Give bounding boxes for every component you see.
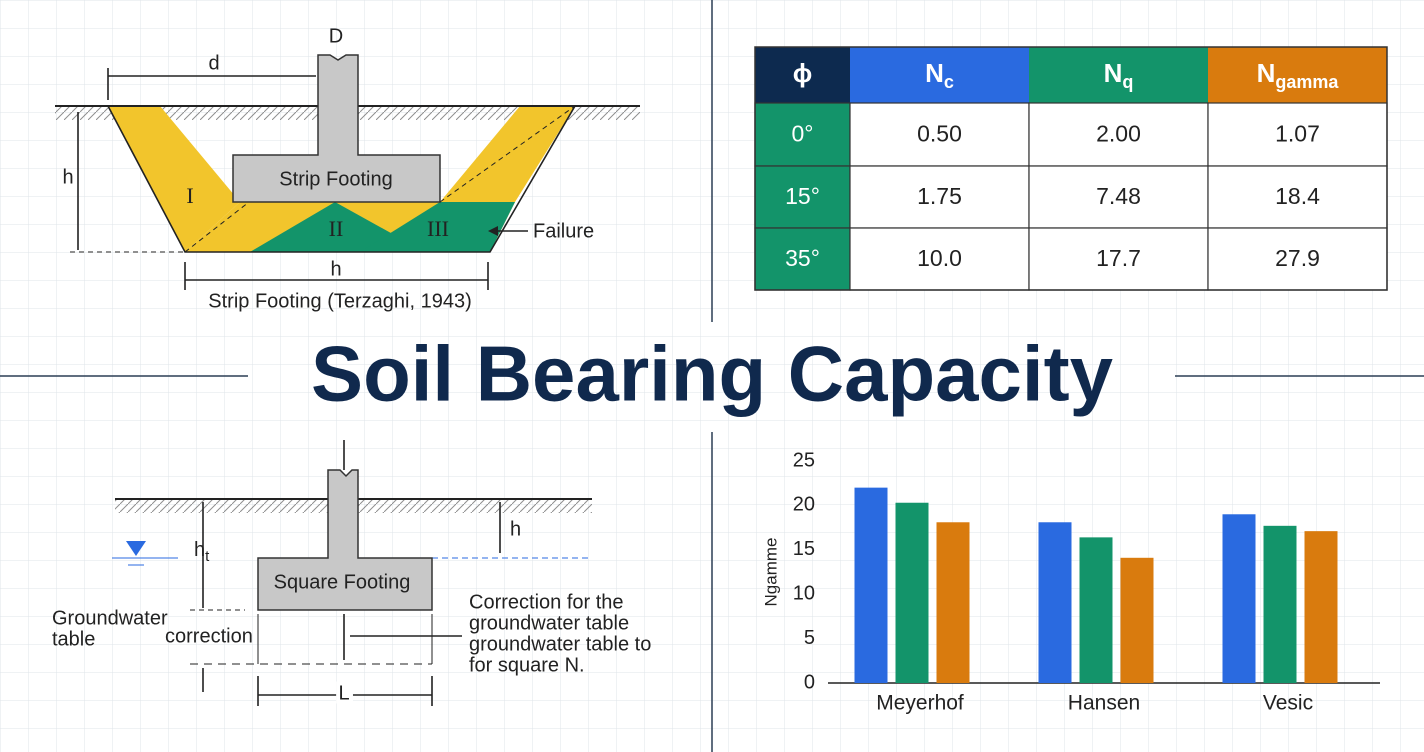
header-text: Nc <box>925 58 954 92</box>
groundwater-label: table <box>52 628 95 650</box>
base-label: h <box>330 258 341 280</box>
correction-label: correction <box>165 625 253 647</box>
square-diagram: Square Footing ht h Groundwater table co… <box>52 440 651 708</box>
bar <box>895 502 929 683</box>
header-sub: gamma <box>1275 72 1339 92</box>
cell-text: 17.7 <box>1096 245 1141 271</box>
strip-diagram: D d h Strip Footing I II III Failure h S… <box>55 25 640 312</box>
cell-text: 27.9 <box>1275 245 1320 271</box>
bar <box>1079 537 1113 683</box>
width-label: d <box>208 52 219 74</box>
cell <box>849 102 1030 167</box>
bar <box>1120 557 1154 683</box>
cell <box>849 165 1030 229</box>
bar <box>1222 514 1256 683</box>
cell-text: 0.50 <box>917 121 962 147</box>
footing-label: Square Footing <box>274 571 411 593</box>
cell-text: 18.4 <box>1275 183 1320 209</box>
note: groundwater table to <box>469 633 651 655</box>
cell <box>849 227 1030 291</box>
header-cell <box>1029 47 1208 103</box>
header-text: ϕ <box>793 58 813 88</box>
cell-text: 7.48 <box>1096 183 1141 209</box>
page-title: Soil Bearing Capacity <box>311 330 1113 418</box>
y-tick-label: 15 <box>793 538 815 560</box>
column-label: D <box>329 25 343 47</box>
header-cell <box>755 47 850 103</box>
zone-label: I <box>186 183 193 208</box>
header-base: N <box>925 58 944 88</box>
cell <box>754 165 851 229</box>
header-base: ϕ <box>793 58 813 88</box>
footing-label: Strip Footing <box>279 168 392 190</box>
depth-label: h <box>62 166 73 188</box>
bar <box>1263 525 1297 683</box>
cell-text: 35° <box>785 245 820 271</box>
header-cell <box>1208 47 1387 103</box>
cell <box>754 227 851 291</box>
cell-text: 2.00 <box>1096 121 1141 147</box>
depth-label-base: h <box>194 539 205 561</box>
width-label: L <box>338 682 349 704</box>
header-text: Ngamma <box>1257 58 1340 92</box>
caption: Strip Footing (Terzaghi, 1943) <box>208 290 471 312</box>
zone-label: II <box>329 216 344 241</box>
bar <box>1038 522 1072 683</box>
bar <box>854 487 888 683</box>
cell-text: 10.0 <box>917 245 962 271</box>
bar-chart: 0 5 10 15 20 25 Ngamme Meyerhof Hansen Vesic <box>761 449 1380 715</box>
header-sub: q <box>1122 72 1133 92</box>
depth-label-sub: t <box>205 548 210 565</box>
y-tick-label: 20 <box>793 494 815 516</box>
bar <box>936 522 970 683</box>
x-tick-label: Vesic <box>1263 692 1313 715</box>
note: groundwater table <box>469 612 629 634</box>
cell-text: 0° <box>792 121 814 147</box>
water-depth-label: h <box>510 518 521 540</box>
header-text: Nq <box>1104 58 1134 92</box>
header-sub: c <box>944 72 954 92</box>
cell <box>1028 227 1209 291</box>
y-tick-label: 0 <box>804 671 815 693</box>
cell <box>1028 165 1209 229</box>
y-tick-label: 10 <box>793 582 815 604</box>
cell-text: 15° <box>785 183 820 209</box>
cell <box>1207 227 1388 291</box>
y-tick-label: 5 <box>804 627 815 649</box>
cell-text: 1.75 <box>917 183 962 209</box>
header-base: N <box>1257 58 1276 88</box>
y-axis-label: Ngamme <box>761 538 780 607</box>
failure-label: Failure <box>533 220 594 242</box>
depth-label: ht <box>194 539 210 565</box>
note: Correction for the <box>469 591 624 613</box>
header-cell <box>850 47 1029 103</box>
cell-text: 1.07 <box>1275 121 1320 147</box>
x-tick-label: Meyerhof <box>876 692 964 715</box>
cell <box>1028 102 1209 167</box>
zone-label: III <box>427 216 449 241</box>
header-base: N <box>1104 58 1123 88</box>
y-tick-label: 25 <box>793 449 815 471</box>
bar <box>1304 531 1338 683</box>
note: for square N. <box>469 654 585 676</box>
table-border <box>754 46 1388 291</box>
groundwater-label: Groundwater <box>52 607 168 629</box>
x-tick-label: Hansen <box>1068 692 1140 715</box>
